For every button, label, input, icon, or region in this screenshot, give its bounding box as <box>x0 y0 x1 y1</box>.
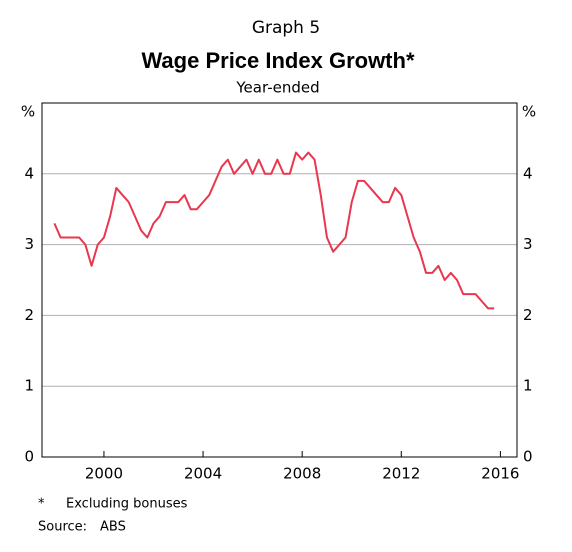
chart-title: Wage Price Index Growth* <box>141 48 414 73</box>
source-text: ABS <box>100 520 126 535</box>
y-tick-label: 4 <box>24 164 34 182</box>
y-tick-label: 3 <box>24 235 34 253</box>
data-line <box>53 151 495 310</box>
y2-tick-label: 0 <box>523 448 533 466</box>
x-tick-label: 2016 <box>481 465 519 483</box>
x-tick-label: 2000 <box>85 465 123 483</box>
y2-tick-label: 4 <box>523 164 533 182</box>
chart-kicker: Graph 5 <box>252 18 320 38</box>
plot-frame <box>41 102 518 458</box>
y-tick-label: 0 <box>24 448 34 466</box>
note-text: Excluding bonuses <box>66 497 188 512</box>
y-unit: % <box>21 103 35 121</box>
y2-unit: % <box>522 103 536 121</box>
note-marker: * <box>38 497 45 512</box>
x-tick-label: 2008 <box>283 465 321 483</box>
y2-tick-label: 2 <box>523 306 533 324</box>
y2-tick-label: 1 <box>523 377 533 395</box>
y-tick-label: 1 <box>24 377 34 395</box>
x-tick-label: 2012 <box>382 465 420 483</box>
y2-tick-label: 3 <box>523 235 533 253</box>
source-label: Source: <box>38 520 87 535</box>
y-tick-label: 2 <box>24 306 34 324</box>
chart-subtitle: Year-ended <box>235 79 319 97</box>
x-tick-label: 2004 <box>184 465 222 483</box>
